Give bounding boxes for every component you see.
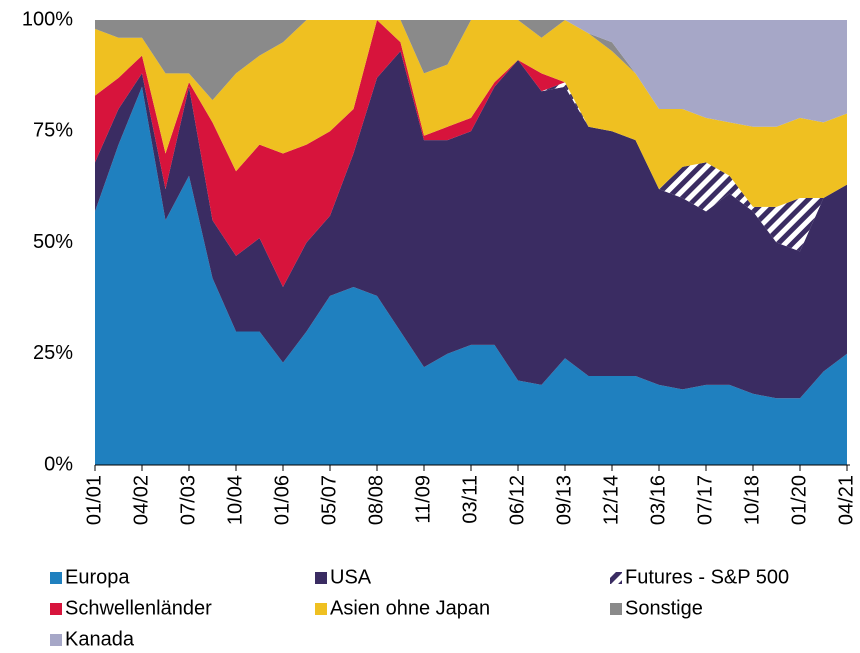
legend-swatch xyxy=(610,572,622,584)
legend-label: Sonstige xyxy=(625,597,703,619)
x-tick-label: 01/06 xyxy=(271,475,293,525)
x-tick-label: 04/02 xyxy=(130,475,152,525)
x-tick-label: 01/01 xyxy=(83,475,105,525)
x-tick-label: 07/03 xyxy=(177,475,199,525)
x-tick-label: 04/21 xyxy=(835,475,857,525)
legend-label: Schwellenländer xyxy=(65,597,212,619)
legend-swatch xyxy=(315,603,327,615)
legend-label: Europa xyxy=(65,566,130,588)
x-tick-label: 09/13 xyxy=(553,475,575,525)
legend-swatch xyxy=(610,603,622,615)
legend-label: Futures - S&P 500 xyxy=(625,566,789,588)
area xyxy=(95,20,847,287)
legend-swatch xyxy=(50,634,62,646)
x-tick-label: 10/18 xyxy=(741,475,763,525)
y-tick-label: 0% xyxy=(44,453,73,475)
x-tick-label: 05/07 xyxy=(318,475,340,525)
x-tick-label: 03/11 xyxy=(459,475,481,524)
x-tick-label: 08/08 xyxy=(365,475,387,525)
x-tick-label: 10/04 xyxy=(224,475,246,525)
area xyxy=(95,86,847,465)
legend-label: Kanada xyxy=(65,628,135,650)
legend-label: USA xyxy=(330,566,372,588)
x-tick-label: 03/16 xyxy=(647,475,669,525)
x-tick-label: 12/14 xyxy=(600,475,622,525)
x-tick-label: 06/12 xyxy=(506,475,528,525)
legend-label: Asien ohne Japan xyxy=(330,597,490,619)
x-tick-label: 01/20 xyxy=(788,475,810,525)
area xyxy=(95,51,847,288)
x-tick-label: 11/09 xyxy=(412,475,434,524)
y-tick-label: 75% xyxy=(33,120,73,142)
y-tick-label: 50% xyxy=(33,231,73,253)
y-tick-label: 25% xyxy=(33,342,73,364)
y-tick-label: 100% xyxy=(22,8,73,30)
area xyxy=(95,20,847,127)
area xyxy=(95,20,847,127)
area xyxy=(95,51,847,399)
x-tick-label: 07/17 xyxy=(694,475,716,525)
area xyxy=(95,20,847,207)
legend-swatch xyxy=(50,572,62,584)
legend-swatch xyxy=(50,603,62,615)
legend-swatch xyxy=(315,572,327,584)
